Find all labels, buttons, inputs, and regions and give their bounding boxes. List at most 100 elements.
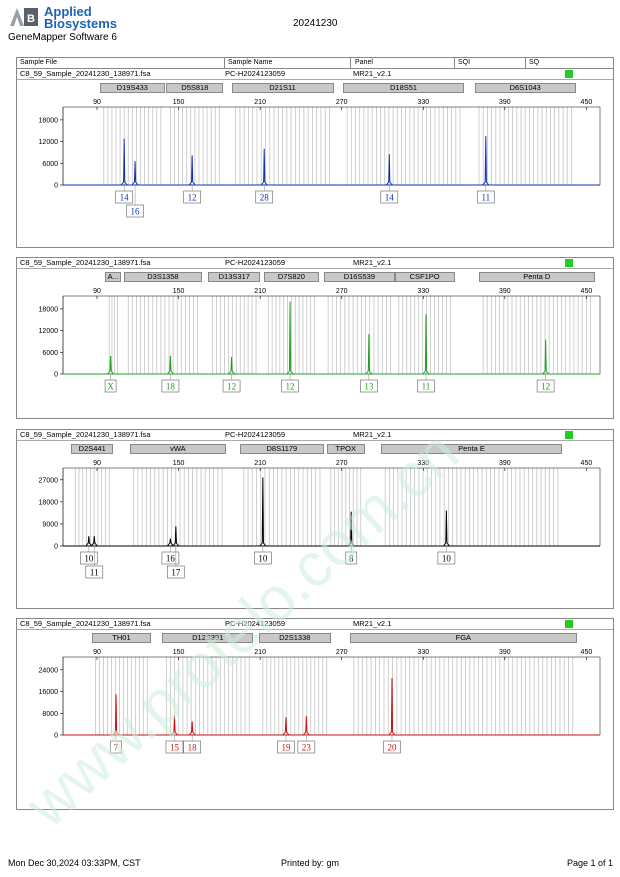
marker-d5s818[interactable]: D5S818 [166,83,224,93]
allele-call-label: 19 [281,743,291,753]
marker-th01[interactable]: TH01 [91,633,152,643]
allele-label-box[interactable] [161,379,180,393]
col-sq: SQ [529,59,540,66]
allele-label-box[interactable] [161,551,180,565]
allele-label-box[interactable] [297,740,316,754]
marker-csf1po[interactable]: CSF1PO [394,272,455,282]
allele-call-label: 13 [364,382,374,392]
allele-label-box[interactable] [222,379,241,393]
allele-call-label: 28 [260,193,270,203]
x-tick-label: 330 [417,649,429,656]
marker-d7s820[interactable]: D7S820 [264,272,319,282]
x-tick-label: 210 [254,460,266,467]
marker-a[interactable]: A... [105,272,122,282]
peak [85,536,93,547]
y-tick-label: 0 [54,544,58,551]
peak [388,677,396,736]
footer-timestamp: Mon Dec 30,2024 03:33PM, CST [8,858,141,868]
allele-label-box[interactable] [281,379,299,393]
peak [107,355,114,375]
dye-panel-blue: C8_59_Sample_20241230_138971.fsa PC-H2024… [16,68,614,248]
software-name: GeneMapper Software 6 [8,32,117,43]
allele-label-box[interactable] [345,551,358,565]
allele-label-box[interactable] [417,379,435,393]
marker-vwa[interactable]: vWA [129,444,227,454]
marker-d6s1043[interactable]: D6S1043 [474,83,576,93]
peak [188,155,196,186]
peak [347,511,355,547]
allele-label-box[interactable] [165,740,184,754]
y-tick-label: 18000 [39,117,59,124]
allele-label-box[interactable] [536,379,555,393]
allele-label-box[interactable] [79,551,98,565]
allele-call-label: 8 [349,554,354,564]
peak [422,314,430,375]
y-tick-label: 24000 [39,667,59,674]
x-tick-label: 450 [581,99,593,106]
x-tick-label: 150 [173,649,185,656]
allele-call-label: 23 [302,743,312,753]
applied-biosystems-logo: B [10,8,38,26]
marker-d21s11[interactable]: D21S11 [231,83,334,93]
allele-label-box[interactable] [183,740,202,754]
panel-name: MR21_v2.1 [353,619,392,628]
panel-info-row: C8_59_Sample_20241230_138971.fsa PC-H2024… [17,69,613,80]
allele-call-label: 11 [422,382,431,392]
col-sqi: SQI [458,59,471,66]
y-tick-label: 16000 [39,689,59,696]
panel-sample-file: C8_59_Sample_20241230_138971.fsa [20,430,151,439]
marker-d18s51[interactable]: D18S51 [343,83,465,93]
allele-call-label: 12 [188,193,197,203]
marker-pentad[interactable]: Penta D [479,272,595,282]
marker-d19s433[interactable]: D19S433 [99,83,165,93]
marker-d16s539[interactable]: D16S539 [324,272,395,282]
marker-tpox[interactable]: TPOX [326,444,365,454]
marker-d2s441[interactable]: D2S441 [71,444,114,454]
x-tick-label: 330 [417,288,429,295]
allele-label-box[interactable] [115,190,134,204]
allele-label-box[interactable] [360,379,378,393]
peak [112,694,120,736]
col-panel: Panel [355,59,373,66]
marker-pentae[interactable]: Penta E [381,444,562,454]
footer-page: Page 1 of 1 [567,858,614,868]
marker-d3s1358[interactable]: D3S1358 [124,272,202,282]
allele-call-label: 18 [188,743,198,753]
peak [442,510,450,547]
allele-label-box[interactable] [437,551,456,565]
marker-fga[interactable]: FGA [349,633,577,643]
allele-label-box[interactable] [110,740,122,754]
panel-sample-name: PC-H2024123059 [225,619,286,628]
allele-call-label: 17 [171,568,181,578]
peak [131,161,139,186]
allele-label-box[interactable] [85,565,104,579]
allele-label-box[interactable] [166,565,185,579]
electropherogram-green: 90 150 210 270 330 390 450 0 6000 12000 18000 X 18 12… [39,288,601,393]
x-tick-label: 390 [499,99,511,106]
allele-label-box[interactable] [183,190,202,204]
panel-info-row: C8_59_Sample_20241230_138971.fsa PC-H2024… [17,430,613,441]
allele-label-box[interactable] [277,740,295,754]
marker-d2s1338[interactable]: D2S1338 [258,633,331,643]
y-tick-label: 8000 [42,711,58,718]
x-tick-label: 90 [93,99,101,106]
marker-d13s317[interactable]: D13S317 [208,272,261,282]
x-tick-label: 210 [254,288,266,295]
panel-sample-name: PC-H2024123059 [225,258,286,267]
allele-call-label: 12 [541,382,550,392]
allele-label-box[interactable] [104,379,117,393]
allele-call-label: 11 [90,568,99,578]
col-sample-file: Sample File [20,59,57,66]
marker-d12s391[interactable]: D12S391 [162,633,254,643]
peak [120,138,128,186]
allele-label-box[interactable] [126,204,144,218]
allele-call-label: 20 [387,743,397,753]
allele-label-box[interactable] [476,190,495,204]
panel-sample-file: C8_59_Sample_20241230_138971.fsa [20,619,151,628]
allele-label-box[interactable] [383,740,401,754]
allele-label-box[interactable] [253,551,272,565]
allele-label-box[interactable] [255,190,274,204]
marker-d8s1179[interactable]: D8S1179 [239,444,324,454]
allele-label-box[interactable] [380,190,399,204]
peak [260,148,268,186]
